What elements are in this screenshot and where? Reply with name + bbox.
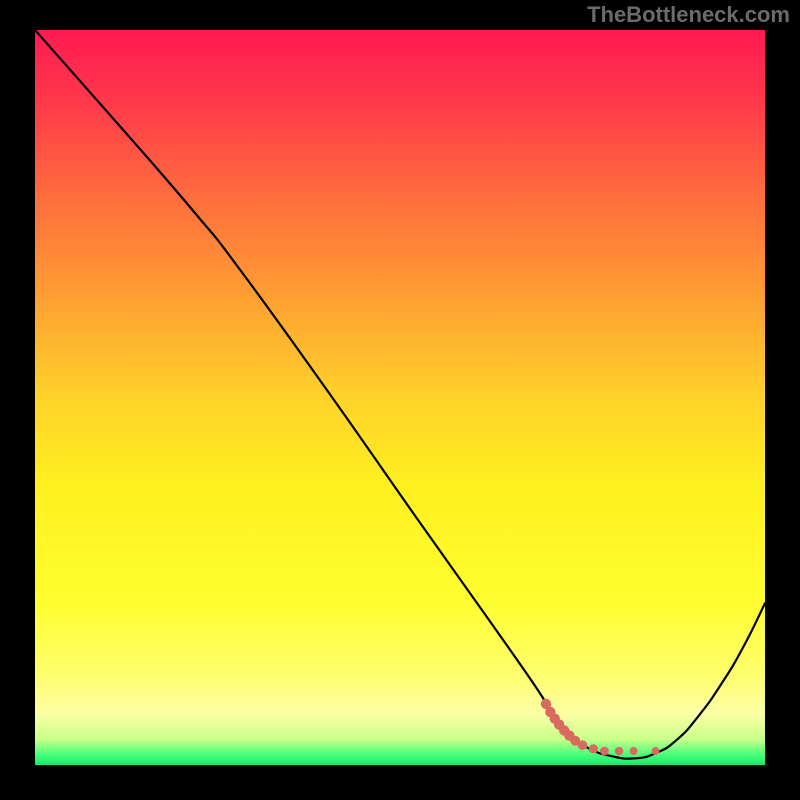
- plot-area: [35, 30, 765, 765]
- watermark-text: TheBottleneck.com: [587, 2, 790, 28]
- gradient-background: [35, 30, 765, 765]
- highlight-mark: [615, 747, 623, 755]
- highlight-mark: [578, 740, 588, 750]
- highlight-mark: [589, 744, 598, 753]
- highlight-mark: [652, 747, 660, 755]
- stage: TheBottleneck.com: [0, 0, 800, 800]
- highlight-mark: [600, 747, 609, 756]
- highlight-mark: [630, 747, 638, 755]
- chart-svg: [35, 30, 765, 765]
